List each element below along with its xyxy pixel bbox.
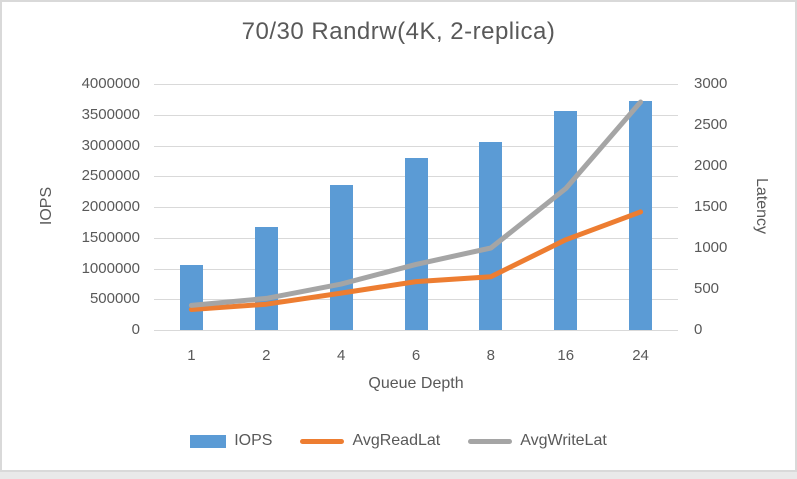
legend-item-iops: IOPS xyxy=(190,432,272,450)
line-avgwritelat xyxy=(188,99,644,308)
left-axis-tick: 0 xyxy=(131,321,140,338)
legend-label-avgwritelat: AvgWriteLat xyxy=(520,432,607,449)
avgwritelat-line-swatch-icon xyxy=(468,438,513,444)
legend-item-avgwritelat: AvgWriteLat xyxy=(468,432,607,450)
chart-title: 70/30 Randrw(4K, 2-replica) xyxy=(241,18,556,45)
legend-item-avgreadlat: AvgReadLat xyxy=(300,432,440,450)
right-axis-tick: 2000 xyxy=(694,157,728,174)
x-axis-tick: 6 xyxy=(411,347,421,364)
bar-iops-qd8 xyxy=(479,142,503,330)
bar-iops-qd16 xyxy=(554,111,578,330)
gridline xyxy=(154,145,678,147)
bar-iops-qd6 xyxy=(404,158,428,330)
bar-iops-qd24 xyxy=(629,101,653,330)
left-axis-tick: 4000000 xyxy=(81,75,140,92)
x-axis-tick: 4 xyxy=(336,347,346,364)
plot-area xyxy=(154,84,678,331)
x-axis-title: Queue Depth xyxy=(368,375,464,392)
right-axis-tick: 3000 xyxy=(694,75,728,92)
x-axis-tick: 1 xyxy=(187,347,196,364)
left-axis-tick: 3000000 xyxy=(81,136,140,154)
gridline xyxy=(154,114,678,116)
iops-bar-swatch-icon xyxy=(190,434,227,448)
legend-label-avgreadlat: AvgReadLat xyxy=(352,432,441,449)
right-axis-tick: 500 xyxy=(694,280,720,297)
gridline xyxy=(154,330,678,331)
legend: IOPS AvgReadLat AvgWriteLat xyxy=(2,432,795,450)
legend-label-iops: IOPS xyxy=(234,432,273,449)
gridline xyxy=(154,84,678,85)
left-axis-tick: 1000000 xyxy=(81,259,140,277)
x-axis-tick: 16 xyxy=(557,347,575,364)
right-axis-tick: 0 xyxy=(694,321,703,338)
left-axis-tick: 1500000 xyxy=(81,228,140,246)
right-axis-tick: 2500 xyxy=(694,116,728,133)
left-axis-tick: 500000 xyxy=(89,290,140,308)
left-axis-tick: 2000000 xyxy=(81,198,140,215)
x-axis-tick: 8 xyxy=(486,347,496,364)
left-axis-tick: 2500000 xyxy=(81,167,140,185)
left-axis-tick: 3500000 xyxy=(81,105,140,123)
right-axis-tick: 1500 xyxy=(694,198,728,215)
right-axis-tick: 1000 xyxy=(694,239,728,256)
x-axis-tick: 24 xyxy=(632,347,649,364)
right-axis-title: Latency xyxy=(753,177,770,235)
avgreadlat-line-swatch-icon xyxy=(300,438,345,444)
line-avgreadlat xyxy=(188,209,644,312)
bar-iops-qd1 xyxy=(179,264,203,330)
line-series-overlay xyxy=(188,99,644,312)
x-axis-tick: 2 xyxy=(262,347,271,364)
